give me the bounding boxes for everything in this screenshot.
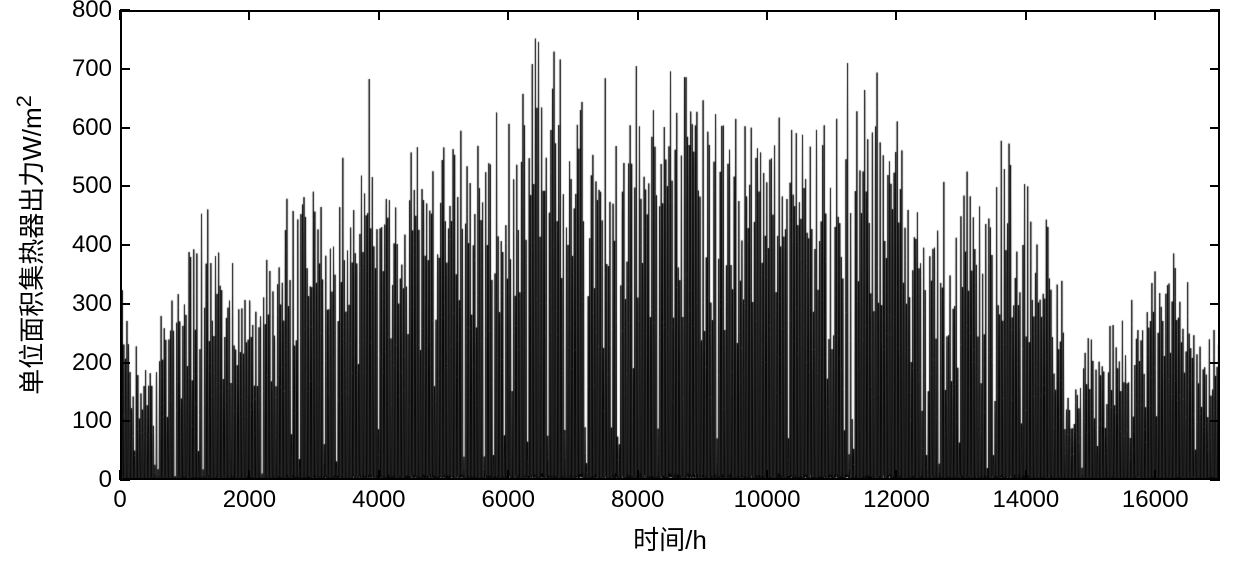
x-tick-label: 12000: [863, 486, 930, 514]
y-tick-right: [1210, 303, 1220, 305]
y-tick-label: 200: [72, 349, 112, 377]
y-tick-right: [1210, 244, 1220, 246]
dense-line-trace: [120, 10, 1220, 480]
x-axis-label: 时间/h: [633, 520, 707, 557]
x-tick-top: [1154, 10, 1156, 20]
x-tick-label: 14000: [993, 486, 1060, 514]
x-tick: [766, 470, 768, 480]
x-tick: [1025, 470, 1027, 480]
y-tick-right: [1210, 9, 1220, 11]
x-tick-label: 0: [113, 486, 126, 514]
y-tick: [120, 420, 130, 422]
y-tick-label: 400: [72, 231, 112, 259]
y-axis-label-text: 单位面积集热器出力W/m: [17, 107, 47, 394]
x-tick-top: [119, 10, 121, 20]
x-tick-top: [248, 10, 250, 20]
y-tick-right: [1210, 479, 1220, 481]
chart-container: 时间/h 单位面积集热器出力W/m2 020004000600080001000…: [0, 0, 1240, 563]
x-tick-top: [766, 10, 768, 20]
x-tick-top: [507, 10, 509, 20]
axis-line: [120, 10, 1220, 12]
y-tick-right: [1210, 362, 1220, 364]
y-tick-right: [1210, 68, 1220, 70]
y-tick-label: 100: [72, 407, 112, 435]
y-tick: [120, 479, 130, 481]
plot-area: [120, 10, 1220, 480]
x-tick: [507, 470, 509, 480]
x-tick-label: 16000: [1122, 486, 1189, 514]
x-tick: [895, 470, 897, 480]
y-tick: [120, 9, 130, 11]
y-tick-right: [1210, 127, 1220, 129]
x-tick-top: [895, 10, 897, 20]
y-tick: [120, 127, 130, 129]
y-tick-label: 600: [72, 114, 112, 142]
x-tick-label: 2000: [223, 486, 276, 514]
y-axis-label: 单位面积集热器出力W/m2: [11, 95, 49, 394]
x-tick: [248, 470, 250, 480]
y-tick-right: [1210, 420, 1220, 422]
y-tick: [120, 303, 130, 305]
y-tick-label: 500: [72, 172, 112, 200]
x-tick: [637, 470, 639, 480]
y-tick-label: 0: [99, 466, 112, 494]
y-tick-label: 300: [72, 290, 112, 318]
y-axis-label-sup: 2: [11, 95, 36, 107]
y-tick: [120, 185, 130, 187]
x-tick-label: 4000: [352, 486, 405, 514]
x-tick-top: [378, 10, 380, 20]
y-tick: [120, 244, 130, 246]
y-tick: [120, 68, 130, 70]
y-tick-right: [1210, 185, 1220, 187]
x-tick: [1154, 470, 1156, 480]
x-axis-label-text: 时间/h: [633, 525, 707, 555]
y-tick-label: 800: [72, 0, 112, 24]
y-tick: [120, 362, 130, 364]
x-tick-top: [1025, 10, 1027, 20]
x-tick-label: 8000: [611, 486, 664, 514]
x-tick: [378, 470, 380, 480]
axis-line: [120, 478, 1220, 480]
x-tick-label: 6000: [482, 486, 535, 514]
x-tick-top: [637, 10, 639, 20]
x-tick-label: 10000: [734, 486, 801, 514]
y-tick-label: 700: [72, 55, 112, 83]
